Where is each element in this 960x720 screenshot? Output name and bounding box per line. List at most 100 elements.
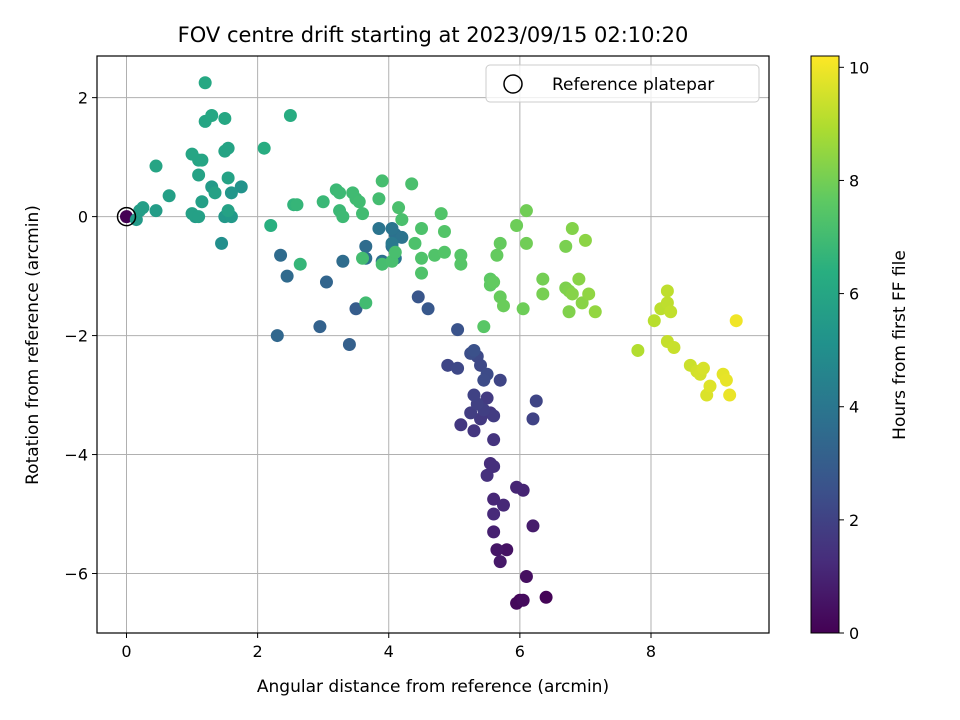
y-tick-label: −6 bbox=[64, 565, 88, 584]
data-point bbox=[342, 338, 356, 351]
colorbar-label: Hours from first FF file bbox=[890, 250, 910, 440]
data-point bbox=[205, 108, 219, 122]
data-point bbox=[215, 236, 229, 250]
data-point bbox=[218, 111, 232, 125]
data-point bbox=[149, 159, 163, 173]
data-point bbox=[454, 248, 468, 262]
y-axis-label: Rotation from reference (arcmin) bbox=[23, 205, 43, 485]
data-point bbox=[395, 230, 409, 244]
data-point bbox=[316, 195, 330, 209]
x-axis-ticks: 0 2 4 6 8 bbox=[121, 633, 656, 661]
data-point bbox=[536, 272, 550, 286]
legend-marker bbox=[503, 74, 523, 94]
data-points bbox=[120, 76, 743, 610]
data-point bbox=[588, 305, 602, 319]
data-point bbox=[221, 141, 235, 155]
data-point bbox=[333, 186, 347, 200]
data-point bbox=[395, 213, 409, 227]
data-point bbox=[723, 388, 737, 402]
legend-box bbox=[485, 64, 760, 103]
data-point bbox=[480, 391, 494, 405]
data-point bbox=[375, 174, 389, 188]
data-point bbox=[467, 343, 481, 357]
data-point bbox=[356, 251, 370, 265]
data-point bbox=[451, 361, 465, 375]
data-point bbox=[565, 222, 579, 236]
data-point bbox=[437, 224, 451, 238]
data-point bbox=[120, 210, 134, 224]
data-point bbox=[467, 388, 481, 402]
data-point bbox=[493, 373, 507, 387]
data-point bbox=[510, 480, 524, 494]
y-tick-label: −4 bbox=[64, 446, 88, 465]
data-point bbox=[349, 302, 363, 316]
data-point bbox=[293, 257, 307, 271]
data-point bbox=[729, 314, 743, 328]
data-point bbox=[490, 543, 504, 557]
data-point bbox=[441, 358, 455, 372]
data-point bbox=[454, 418, 468, 432]
data-point bbox=[575, 296, 589, 310]
colorbar-tick-label: 8 bbox=[849, 171, 859, 190]
data-point bbox=[565, 287, 579, 301]
data-point bbox=[572, 272, 586, 286]
data-point bbox=[477, 373, 491, 387]
data-point bbox=[208, 186, 222, 200]
data-point bbox=[529, 394, 543, 408]
data-point bbox=[434, 207, 448, 221]
data-point bbox=[516, 593, 530, 607]
data-point bbox=[388, 245, 402, 259]
data-point bbox=[149, 204, 163, 218]
data-point bbox=[667, 340, 681, 354]
x-tick-label: 6 bbox=[515, 642, 525, 661]
data-point bbox=[195, 153, 209, 167]
data-point bbox=[221, 171, 235, 185]
colorbar-tick-label: 4 bbox=[849, 398, 859, 417]
data-point bbox=[359, 296, 373, 310]
x-tick-label: 0 bbox=[121, 642, 131, 661]
data-point bbox=[352, 195, 366, 209]
data-point bbox=[519, 236, 533, 250]
data-point bbox=[415, 266, 429, 280]
data-point bbox=[496, 498, 510, 512]
data-point bbox=[647, 314, 661, 328]
plot-frame bbox=[96, 55, 770, 634]
colorbar-tick-label: 10 bbox=[849, 58, 869, 77]
data-point bbox=[274, 248, 288, 262]
y-axis-ticks: −6 −4 −2 0 2 bbox=[64, 89, 97, 584]
colorbar-tick-label: 2 bbox=[849, 511, 859, 530]
data-point bbox=[234, 180, 248, 194]
colorbar-tick-label: 6 bbox=[849, 285, 859, 304]
data-point bbox=[405, 177, 419, 191]
data-point bbox=[562, 305, 576, 319]
data-point bbox=[319, 275, 333, 289]
data-point bbox=[221, 204, 235, 218]
data-point bbox=[136, 201, 150, 215]
data-point bbox=[519, 204, 533, 218]
data-point bbox=[631, 343, 645, 357]
data-point bbox=[660, 284, 674, 298]
colorbar-gradient bbox=[810, 55, 840, 634]
data-point bbox=[493, 236, 507, 250]
data-point bbox=[500, 543, 514, 557]
data-point bbox=[539, 590, 553, 604]
data-point bbox=[195, 195, 209, 209]
y-tick-label: −2 bbox=[64, 327, 88, 346]
data-point bbox=[264, 219, 278, 233]
data-point bbox=[359, 239, 373, 253]
data-point bbox=[487, 492, 501, 506]
data-point bbox=[467, 424, 481, 438]
data-point bbox=[526, 519, 540, 533]
data-point bbox=[192, 168, 206, 182]
data-point bbox=[372, 222, 386, 236]
data-point bbox=[313, 320, 327, 334]
data-point bbox=[516, 302, 530, 316]
y-tick-label: 2 bbox=[78, 89, 88, 108]
data-point bbox=[464, 406, 478, 420]
data-point bbox=[356, 207, 370, 221]
x-axis-label: Angular distance from reference (arcmin) bbox=[257, 677, 609, 697]
data-point bbox=[477, 320, 491, 334]
data-point bbox=[198, 76, 212, 90]
data-point bbox=[487, 433, 501, 447]
